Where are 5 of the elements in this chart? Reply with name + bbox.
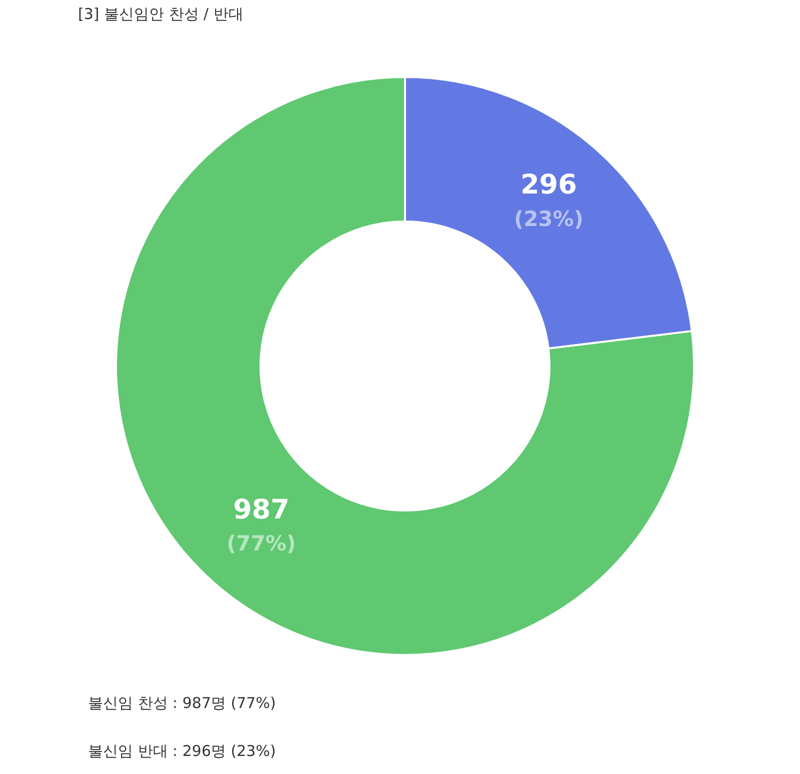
text: 불신임 찬성 : 987명 (77%): [88, 694, 276, 713]
text: 불신임 반대 : 296명 (23%): [88, 742, 276, 761]
chart-title: [3] 불신임안 찬성 / 반대: [78, 5, 244, 24]
data-label: 296 (23%): [514, 170, 584, 232]
data-label: 987 (77%): [226, 494, 296, 556]
